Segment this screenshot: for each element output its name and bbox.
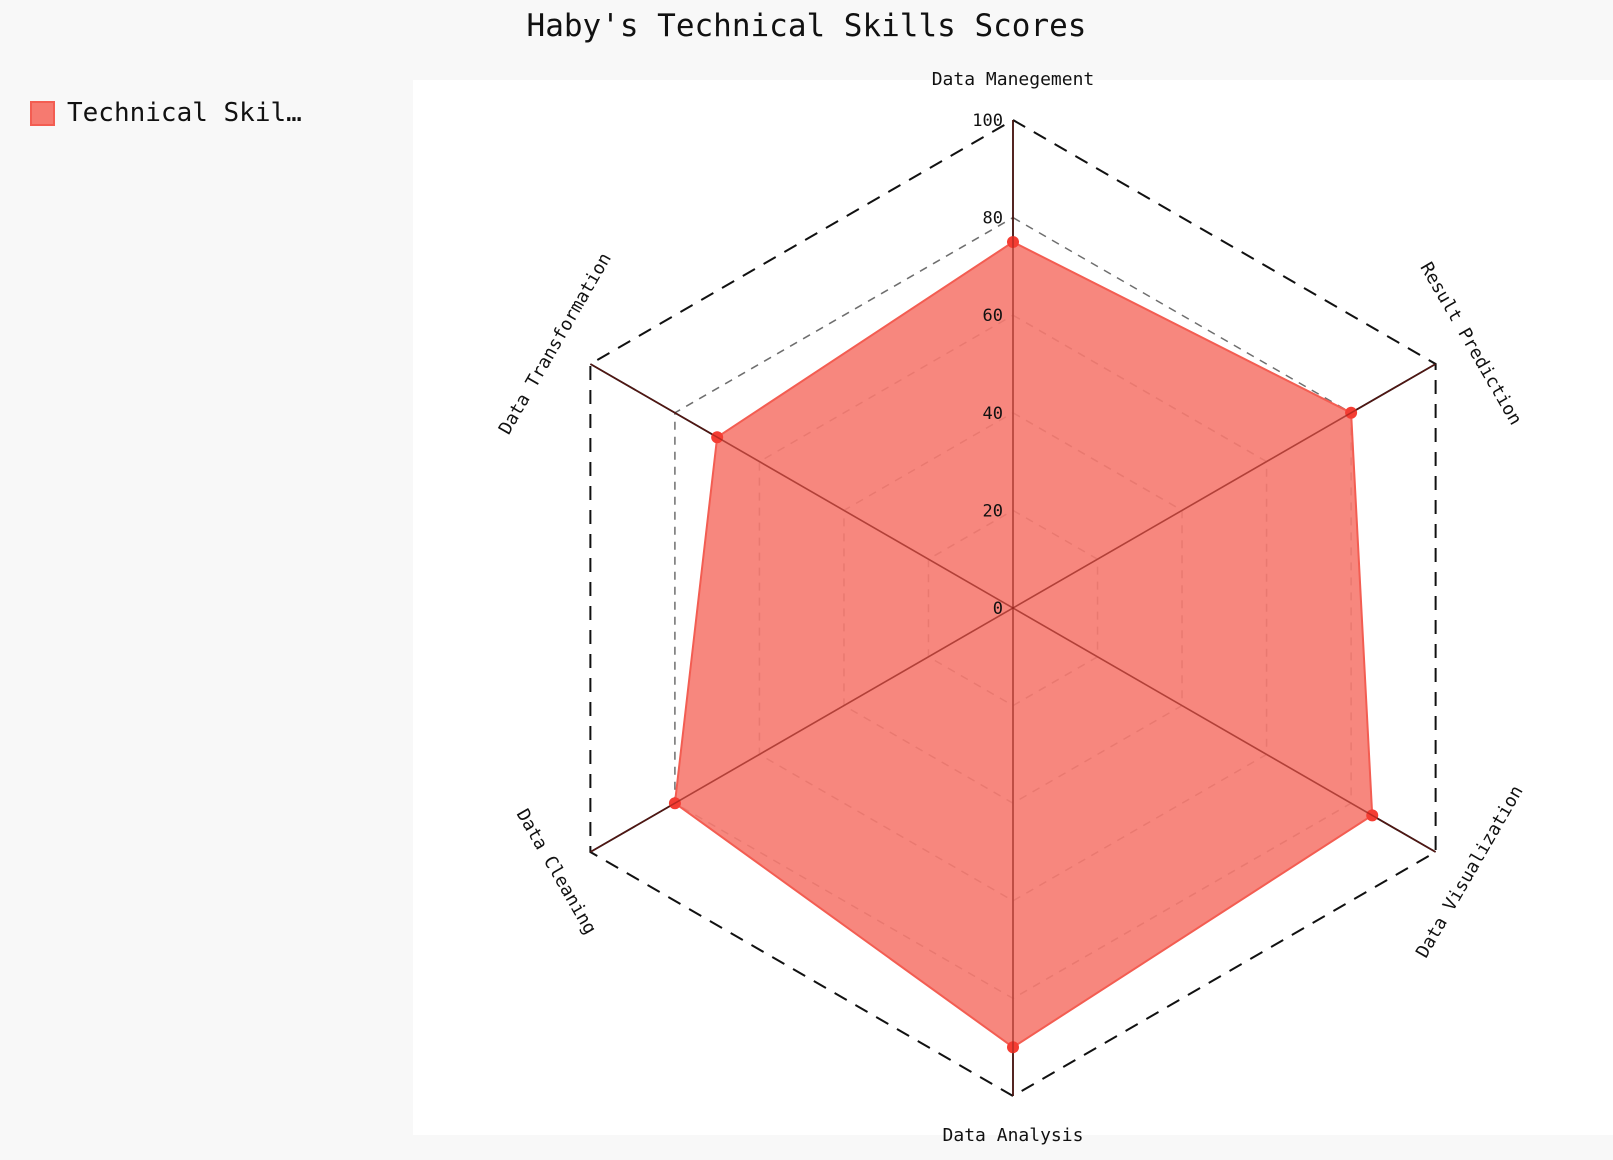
spoke-overlay-data-visualization: [1012, 607, 1436, 853]
legend-swatch: [30, 100, 55, 126]
legend[interactable]: Technical Skil…: [30, 98, 302, 128]
radar-series: [590, 120, 1436, 1096]
chart-title: Haby's Technical Skills Scores: [526, 8, 1087, 44]
tick-label-20: 20: [983, 501, 1003, 521]
category-label-data-analysis: Data Analysis: [943, 1125, 1084, 1146]
tick-label-0: 0: [993, 599, 1003, 619]
category-label-data-manegement: Data Manegement: [932, 69, 1095, 90]
legend-entry-technical-skills: Technical Skil…: [67, 98, 302, 128]
spoke-overlay-data-cleaning: [590, 607, 1014, 853]
spoke-overlay-result-prediction: [1012, 363, 1436, 609]
category-label-data-transformation: Data Transformation: [495, 249, 616, 438]
series-area-technical-skil: [673, 240, 1374, 1049]
category-label-result-prediction: Result Prediction: [1416, 259, 1526, 429]
radial-tick-labels: 0 20 40 60 80 100: [972, 111, 1003, 619]
spoke-overlay-data-transformation: [590, 363, 1014, 609]
tick-label-100: 100: [972, 111, 1003, 131]
category-label-data-cleaning: Data Cleaning: [512, 805, 601, 938]
tick-label-40: 40: [983, 404, 1003, 424]
tick-label-80: 80: [983, 209, 1003, 229]
category-label-data-visualization: Data Visualization: [1412, 782, 1528, 961]
tick-label-60: 60: [983, 306, 1003, 326]
